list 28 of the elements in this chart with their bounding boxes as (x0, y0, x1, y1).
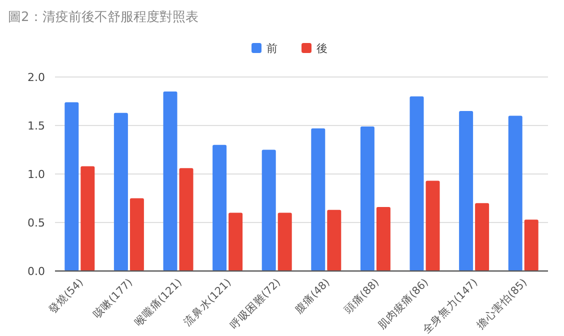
bar (163, 92, 178, 271)
legend-label: 後 (316, 42, 328, 55)
bar (179, 168, 194, 271)
bar (376, 206, 390, 271)
bar (130, 198, 144, 271)
y-tick-label: 1.0 (28, 168, 45, 181)
bar (114, 112, 128, 271)
y-tick-label: 2.0 (28, 71, 45, 84)
bar (475, 203, 490, 271)
y-tick-label: 1.5 (28, 120, 45, 132)
bar (64, 102, 79, 271)
bar (278, 212, 292, 271)
y-tick-label: 0.5 (28, 216, 45, 230)
bar (228, 212, 243, 271)
bar (410, 96, 424, 271)
bar (212, 144, 227, 271)
bar (426, 180, 440, 271)
bar (80, 166, 95, 271)
legend-label: 前 (266, 42, 278, 55)
y-tick-label: 0.0 (28, 265, 45, 278)
bar (262, 150, 276, 271)
bar (524, 220, 538, 271)
bar (508, 116, 522, 271)
bar (327, 210, 342, 271)
bar (360, 126, 374, 271)
bar (311, 128, 326, 271)
chart-title: 圖2：清疫前後不舒服程度對照表 (8, 9, 198, 25)
bar (459, 110, 474, 271)
